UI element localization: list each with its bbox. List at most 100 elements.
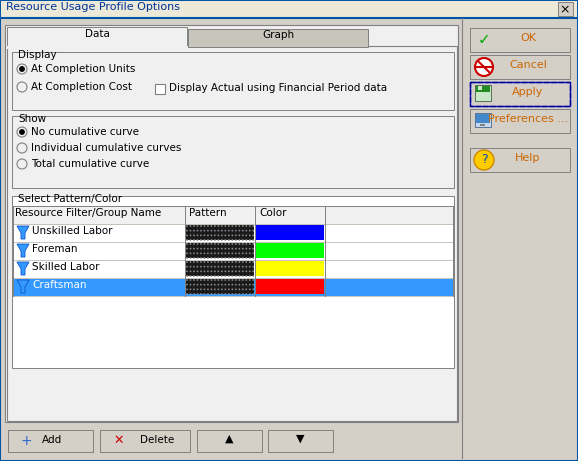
Circle shape xyxy=(203,243,205,245)
Circle shape xyxy=(231,271,234,272)
Circle shape xyxy=(210,225,212,227)
Bar xyxy=(155,84,165,94)
Circle shape xyxy=(193,279,195,281)
Circle shape xyxy=(203,275,205,277)
Circle shape xyxy=(235,271,237,272)
Circle shape xyxy=(235,266,237,267)
Circle shape xyxy=(186,239,188,241)
Circle shape xyxy=(193,266,195,267)
Circle shape xyxy=(203,266,205,267)
Circle shape xyxy=(200,225,202,227)
Bar xyxy=(186,261,254,276)
Circle shape xyxy=(207,284,209,285)
Circle shape xyxy=(193,284,195,285)
Bar xyxy=(5,25,458,422)
Circle shape xyxy=(249,257,251,259)
Bar xyxy=(470,55,570,79)
Circle shape xyxy=(249,225,251,227)
Circle shape xyxy=(249,235,251,236)
Circle shape xyxy=(197,284,198,285)
Circle shape xyxy=(193,257,195,259)
Bar xyxy=(100,430,190,452)
Circle shape xyxy=(253,271,254,272)
Circle shape xyxy=(197,275,198,277)
Circle shape xyxy=(203,230,205,231)
Circle shape xyxy=(186,253,188,254)
Circle shape xyxy=(242,239,244,241)
Circle shape xyxy=(235,275,237,277)
Circle shape xyxy=(221,248,223,249)
Circle shape xyxy=(475,58,493,76)
Circle shape xyxy=(238,279,240,281)
Circle shape xyxy=(200,230,202,231)
Circle shape xyxy=(210,271,212,272)
Bar xyxy=(186,225,254,240)
Circle shape xyxy=(238,239,240,241)
Circle shape xyxy=(200,261,202,263)
Circle shape xyxy=(207,239,209,241)
Circle shape xyxy=(224,253,226,254)
Circle shape xyxy=(253,261,254,263)
Circle shape xyxy=(228,275,229,277)
Bar xyxy=(476,114,490,123)
Circle shape xyxy=(214,279,216,281)
Circle shape xyxy=(200,275,202,277)
Circle shape xyxy=(249,266,251,267)
Circle shape xyxy=(249,293,251,295)
Circle shape xyxy=(210,257,212,259)
Circle shape xyxy=(474,150,494,170)
Circle shape xyxy=(242,230,244,231)
Circle shape xyxy=(207,243,209,245)
Bar xyxy=(470,148,570,172)
Circle shape xyxy=(242,225,244,227)
Circle shape xyxy=(231,279,234,281)
Circle shape xyxy=(217,239,219,241)
Circle shape xyxy=(253,253,254,254)
Text: Data: Data xyxy=(84,29,109,39)
Circle shape xyxy=(246,271,247,272)
Circle shape xyxy=(228,253,229,254)
Circle shape xyxy=(224,289,226,290)
Circle shape xyxy=(197,239,198,241)
Text: Cancel: Cancel xyxy=(509,60,547,70)
Circle shape xyxy=(253,275,254,277)
Circle shape xyxy=(214,266,216,267)
Circle shape xyxy=(253,266,254,267)
Circle shape xyxy=(20,67,24,71)
Text: Apply: Apply xyxy=(512,87,544,97)
Circle shape xyxy=(214,261,216,263)
Circle shape xyxy=(231,225,234,227)
Circle shape xyxy=(224,293,226,295)
Circle shape xyxy=(200,257,202,259)
Circle shape xyxy=(228,279,229,281)
Bar xyxy=(186,243,254,258)
Circle shape xyxy=(214,293,216,295)
Circle shape xyxy=(190,253,191,254)
Circle shape xyxy=(200,243,202,245)
Text: Individual cumulative curves: Individual cumulative curves xyxy=(31,143,181,153)
Circle shape xyxy=(221,230,223,231)
Circle shape xyxy=(186,235,188,236)
Circle shape xyxy=(253,257,254,259)
Circle shape xyxy=(207,275,209,277)
Circle shape xyxy=(17,143,27,153)
Circle shape xyxy=(197,289,198,290)
Circle shape xyxy=(210,275,212,277)
Text: +: + xyxy=(20,434,32,448)
Bar xyxy=(7,27,187,47)
Circle shape xyxy=(193,293,195,295)
Circle shape xyxy=(200,266,202,267)
Circle shape xyxy=(210,261,212,263)
Polygon shape xyxy=(17,244,29,257)
Bar xyxy=(268,430,333,452)
Circle shape xyxy=(221,284,223,285)
Circle shape xyxy=(238,225,240,227)
Circle shape xyxy=(197,266,198,267)
Text: Display: Display xyxy=(18,50,57,60)
Circle shape xyxy=(242,243,244,245)
Circle shape xyxy=(200,239,202,241)
Circle shape xyxy=(221,266,223,267)
Circle shape xyxy=(186,284,188,285)
Circle shape xyxy=(253,243,254,245)
Circle shape xyxy=(224,235,226,236)
